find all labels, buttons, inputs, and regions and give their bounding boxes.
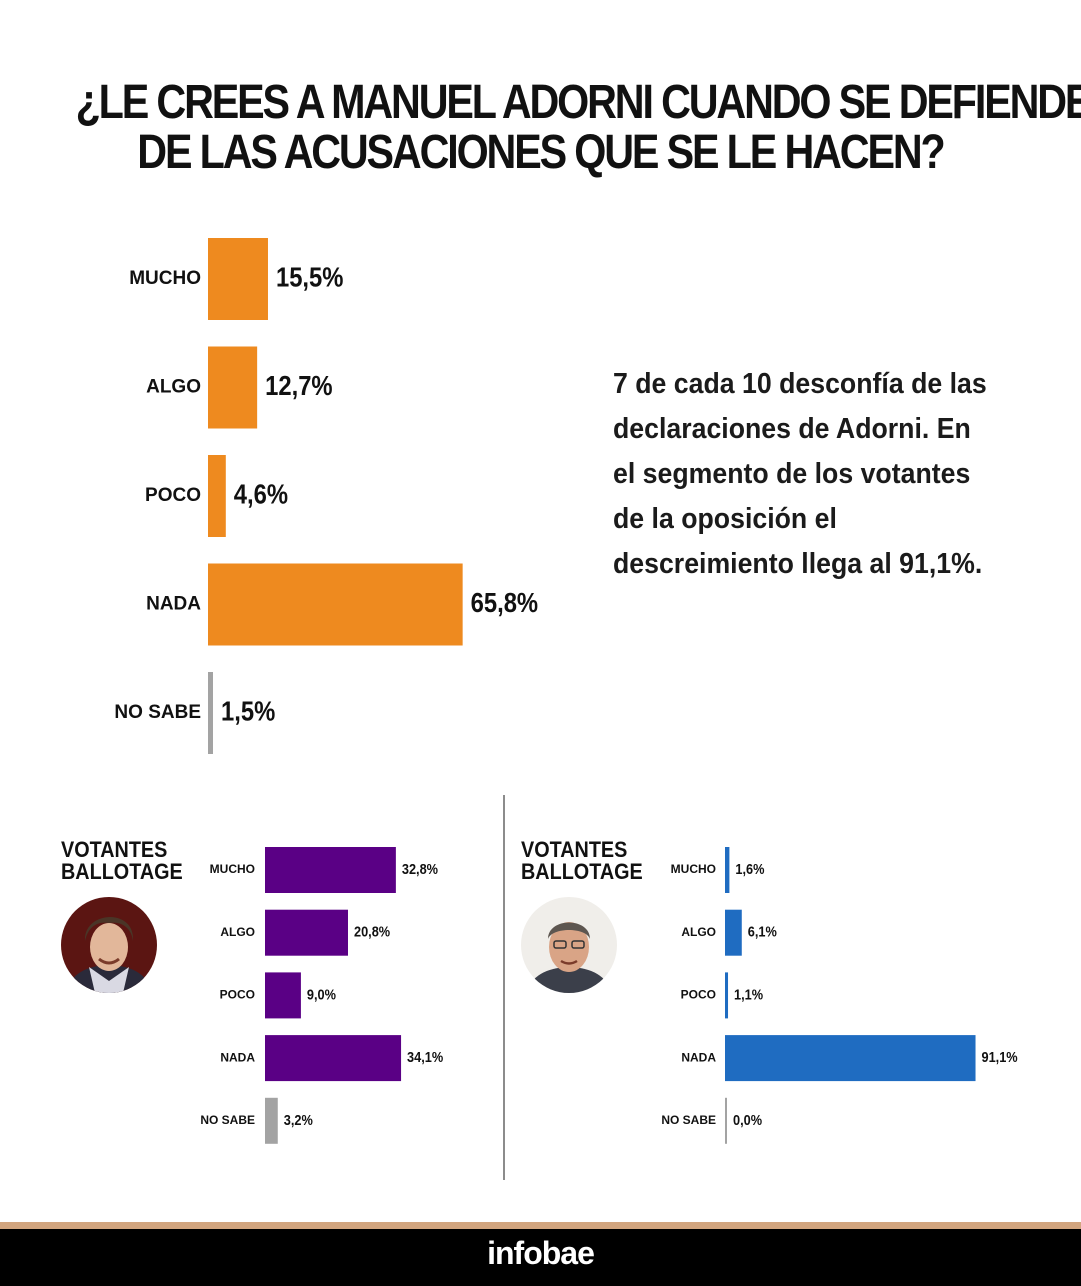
category-label: MUCHO: [671, 862, 716, 876]
bar: [265, 1035, 402, 1082]
right-group-label-line-2: BALLOTAGE: [521, 859, 643, 884]
category-label: NO SABE: [114, 702, 201, 723]
value-label: 3,2%: [284, 1111, 313, 1128]
summary-note: 7 de cada 10 desconfía de las declaracio…: [613, 368, 987, 580]
chart-main: MUCHO 15,5% ALGO 12,7% POCO 4,6% NADA 65,8% NO S…: [114, 238, 538, 754]
bar: [208, 455, 226, 537]
value-label: 65,8%: [471, 586, 538, 618]
title-line-2: DE LAS ACUSACIONES QUE SE LE HACEN?: [137, 126, 945, 179]
value-label: 9,0%: [307, 985, 336, 1002]
category-label: ALGO: [146, 377, 201, 398]
category-label: ALGO: [681, 925, 716, 939]
category-label: MUCHO: [129, 268, 201, 289]
bar: [208, 563, 463, 646]
value-label: 1,1%: [734, 985, 763, 1002]
category-label: NO SABE: [200, 1113, 255, 1127]
category-label: MUCHO: [210, 862, 255, 876]
value-label: 15,5%: [276, 261, 343, 293]
category-label: POCO: [220, 988, 255, 1002]
left-group-label-line-1: VOTANTES: [61, 837, 168, 862]
divider: [503, 795, 505, 1180]
bar: [208, 238, 268, 320]
category-label: NADA: [681, 1050, 716, 1064]
bar: [265, 847, 396, 893]
footer-accent-line: [0, 1222, 1081, 1229]
right-group-label-line-1: VOTANTES: [521, 837, 628, 862]
chart-massa: MUCHO 1,6% ALGO 6,1% POCO 1,1% NADA 91,1% NO SAB…: [661, 847, 1018, 1144]
value-label: 20,8%: [354, 923, 390, 940]
candidate-photo-milei-icon: [61, 897, 157, 993]
brand-logo: infobae: [487, 1235, 595, 1271]
value-label: 34,1%: [407, 1048, 443, 1065]
category-label: POCO: [681, 988, 716, 1002]
value-label: 91,1%: [982, 1048, 1018, 1065]
bar: [265, 1097, 278, 1144]
category-label: POCO: [145, 485, 201, 506]
bar: [265, 972, 301, 1019]
value-label: 4,6%: [234, 478, 288, 510]
value-label: 6,1%: [748, 923, 777, 940]
category-label: NO SABE: [661, 1113, 716, 1127]
value-label: 32,8%: [402, 860, 438, 877]
footer-bar: [0, 1229, 1081, 1286]
candidate-photo-massa-icon: [521, 897, 617, 993]
page-title: ¿LE CREES A MANUEL ADORNI CUANDO SE DEFI…: [75, 76, 1081, 179]
right-group-label: VOTANTES BALLOTAGE: [521, 839, 643, 883]
left-group-label: VOTANTES BALLOTAGE: [61, 839, 183, 883]
chart-milei: MUCHO 32,8% ALGO 20,8% POCO 9,0% NADA 34,1% NO S…: [200, 847, 443, 1144]
bar: [208, 672, 213, 754]
value-label: 0,0%: [733, 1111, 762, 1128]
bar: [725, 1097, 727, 1144]
value-label: 1,5%: [221, 695, 275, 727]
bar: [208, 346, 258, 429]
value-label: 12,7%: [265, 369, 332, 401]
bar: [725, 972, 729, 1019]
category-label: NADA: [146, 594, 201, 615]
left-group-label-line-2: BALLOTAGE: [61, 859, 183, 884]
bar: [725, 909, 742, 956]
category-label: ALGO: [220, 925, 255, 939]
bar: [265, 909, 348, 956]
category-label: NADA: [220, 1050, 255, 1064]
bar: [725, 1035, 976, 1082]
bar: [725, 847, 730, 893]
value-label: 1,6%: [735, 860, 764, 877]
title-line-1: ¿LE CREES A MANUEL ADORNI CUANDO SE DEFI…: [75, 76, 1081, 129]
